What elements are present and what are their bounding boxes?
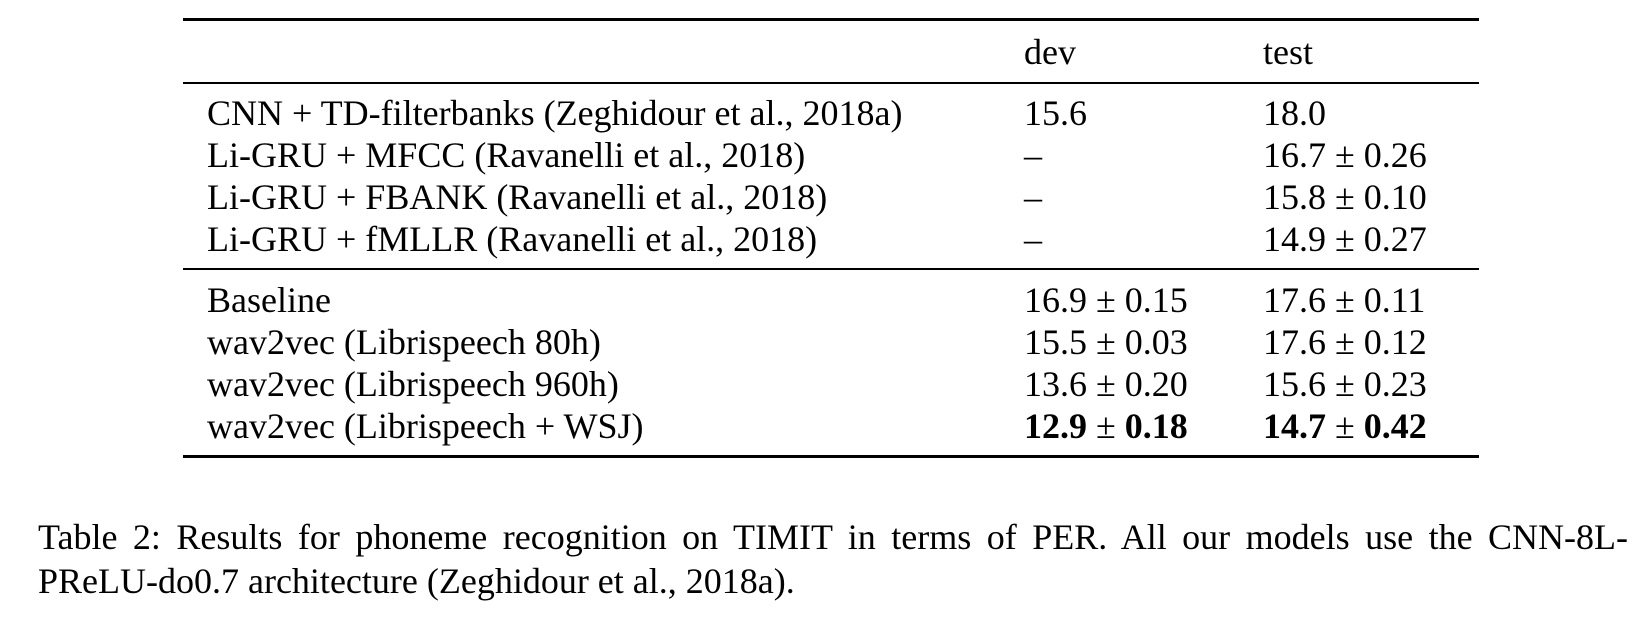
row-dev: – (1024, 177, 1042, 217)
row-model: Li-GRU + FBANK (Ravanelli et al., 2018) (207, 177, 828, 217)
best-row-dev: 12.9 ± 0.18 (1024, 404, 1188, 448)
best-row-test: 14.7 ± 0.42 (1263, 404, 1427, 448)
row-model: Li-GRU + MFCC (Ravanelli et al., 2018) (207, 135, 806, 175)
row-test: 16.7 ± 0.26 (1263, 135, 1427, 175)
row-model: wav2vec (Librispeech 80h) (207, 322, 601, 362)
row-model: Baseline (207, 280, 331, 320)
row-dev: 15.6 (1024, 93, 1087, 133)
best-test-std: 0.42 (1363, 406, 1427, 446)
best-dev-std: 0.18 (1124, 406, 1188, 446)
best-dev-pm: ± (1087, 406, 1125, 446)
row-model: CNN + TD-filterbanks (Zeghidour et al., … (207, 93, 903, 133)
row-model: wav2vec (Librispeech 960h) (207, 364, 619, 404)
row-model: Li-GRU + fMLLR (Ravanelli et al., 2018) (207, 219, 818, 259)
best-test-mean: 14.7 (1263, 406, 1326, 446)
row-dev: 15.5 ± 0.03 (1024, 322, 1188, 362)
row-test: 14.9 ± 0.27 (1263, 219, 1427, 259)
row-test: 17.6 ± 0.12 (1263, 322, 1427, 362)
table-caption: Table 2: Results for phoneme recognition… (38, 517, 1628, 601)
row-test: 18.0 (1263, 93, 1326, 133)
row-dev: – (1024, 219, 1042, 259)
best-dev-mean: 12.9 (1024, 406, 1087, 446)
row-dev: 16.9 ± 0.15 (1024, 280, 1188, 320)
best-test-pm: ± (1326, 406, 1364, 446)
top-rule (183, 18, 1479, 21)
row-test: 17.6 ± 0.11 (1263, 280, 1426, 320)
header-test: test (1263, 32, 1313, 72)
header-rule (183, 82, 1479, 84)
row-dev: – (1024, 135, 1042, 175)
row-dev: 13.6 ± 0.20 (1024, 364, 1188, 404)
group-rule (183, 268, 1479, 270)
header-dev: dev (1024, 32, 1076, 72)
row-test: 15.6 ± 0.23 (1263, 364, 1427, 404)
best-row-model: wav2vec (Librispeech + WSJ) (207, 406, 644, 446)
bottom-rule (183, 455, 1479, 458)
row-test: 15.8 ± 0.10 (1263, 177, 1427, 217)
